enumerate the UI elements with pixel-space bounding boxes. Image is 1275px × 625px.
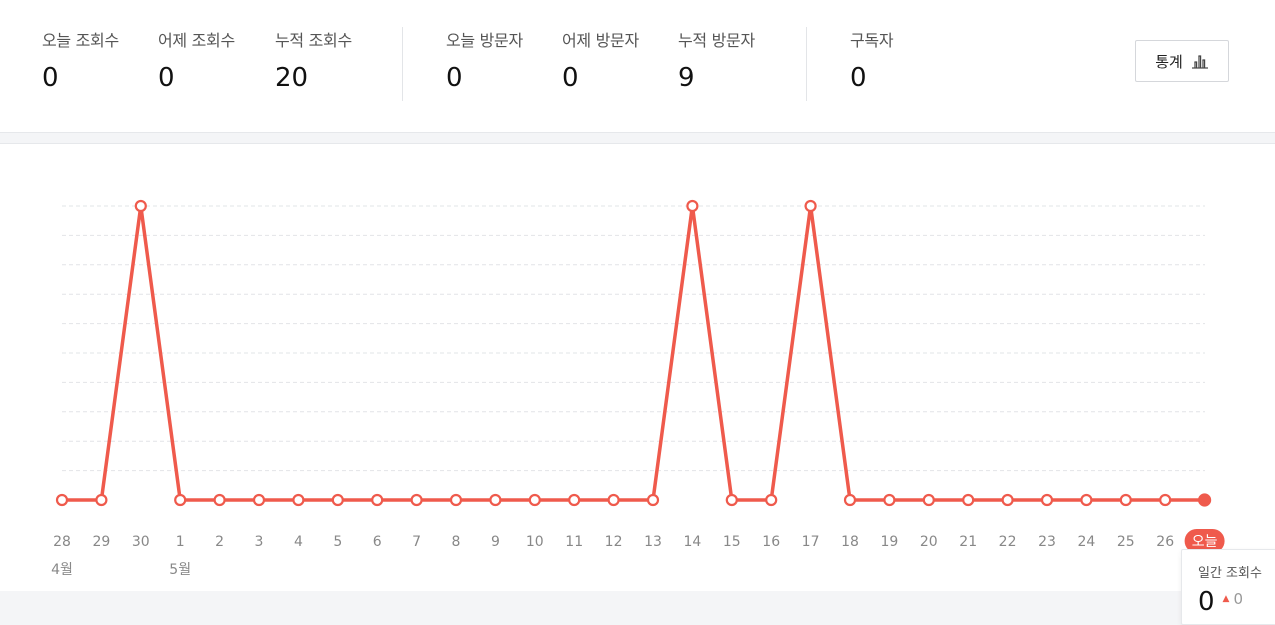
x-tick-label: 29 <box>92 534 110 550</box>
data-point-today <box>1197 493 1212 507</box>
x-tick-label: 9 <box>491 534 500 550</box>
x-tick-label: 3 <box>255 534 264 550</box>
stat-label: 구독자 <box>850 31 894 50</box>
data-point <box>765 493 778 507</box>
triangle-up-icon: ▲ <box>1222 594 1230 604</box>
daily-views-chart: 28 29 30 1 2 3 4 5 6 7 8 9 10 11 12 13 14 15 16 17 18 19 20 21 2… <box>51 199 1225 578</box>
x-tick-label: 2 <box>215 534 224 550</box>
data-point <box>962 493 975 507</box>
data-point <box>55 493 69 507</box>
stat-label: 오늘 방문자 <box>446 31 523 50</box>
x-tick-label: 16 <box>762 534 780 550</box>
stat-label: 누적 조회수 <box>275 31 352 50</box>
x-tick-label: 28 <box>53 534 71 550</box>
x-tick-label: 1 <box>176 534 185 550</box>
stat-today-views: 오늘 조회수 0 <box>42 27 119 91</box>
x-tick-label: 8 <box>452 534 461 550</box>
stat-yesterday-visitors: 어제 방문자 0 <box>562 27 639 91</box>
data-point <box>804 199 817 213</box>
x-tick-label: 12 <box>605 534 623 550</box>
data-point <box>607 493 620 507</box>
stats-button-label: 통계 <box>1155 52 1183 71</box>
x-tick-label: 18 <box>841 534 859 550</box>
x-tick-label: 24 <box>1077 534 1095 550</box>
series-line <box>62 204 1205 502</box>
data-point <box>331 493 344 507</box>
stats-panel: 오늘 조회수 0 어제 조회수 0 누적 조회수 20 오늘 방문자 0 어제 … <box>0 0 1275 133</box>
x-tick-label: 5 <box>333 534 342 550</box>
data-point <box>489 493 502 507</box>
stat-value: 0 <box>158 63 175 93</box>
x-tick-label: 10 <box>526 534 544 550</box>
x-tick-label: 7 <box>412 534 421 550</box>
stat-value: 9 <box>678 63 695 93</box>
tooltip-label: 일간 조회수 <box>1198 566 1262 581</box>
chart-panel: 28 29 30 1 2 3 4 5 6 7 8 9 10 11 12 13 14 15 16 17 18 19 20 21 2… <box>0 143 1275 625</box>
data-point <box>134 199 147 213</box>
stat-value: 0 <box>562 63 579 93</box>
stat-total-visitors: 누적 방문자 9 <box>678 27 755 91</box>
data-point <box>1040 493 1054 507</box>
x-tick-label: 19 <box>880 534 898 550</box>
data-point <box>1001 493 1014 507</box>
data-point <box>686 199 699 213</box>
tooltip-value: 0 <box>1198 587 1215 617</box>
x-tick-label: 22 <box>999 534 1017 550</box>
x-tick-label: 17 <box>802 534 820 550</box>
x-tick-label: 13 <box>644 534 662 550</box>
tooltip-delta-value: 0 <box>1233 590 1244 608</box>
data-point <box>95 493 108 507</box>
x-tick-label: 26 <box>1156 534 1174 550</box>
data-point <box>174 493 187 507</box>
x-tick-label: 21 <box>959 534 977 550</box>
stat-label: 오늘 조회수 <box>42 31 119 50</box>
data-point <box>646 493 660 507</box>
data-point <box>213 493 226 507</box>
data-point <box>883 493 896 507</box>
stat-value: 0 <box>446 63 463 93</box>
stat-subscribers: 구독자 0 <box>850 27 894 93</box>
stat-today-visitors: 오늘 방문자 0 <box>446 27 523 91</box>
stats-divider <box>402 27 403 101</box>
data-point <box>252 493 266 507</box>
stat-label: 어제 조회수 <box>158 31 235 50</box>
stat-value: 0 <box>850 63 867 93</box>
x-tick-label-today: 오늘 <box>1192 534 1218 550</box>
data-point <box>410 493 423 507</box>
data-point <box>922 493 935 507</box>
stat-value: 20 <box>275 63 309 93</box>
data-point <box>725 493 738 507</box>
stat-label: 누적 방문자 <box>678 31 755 50</box>
data-point <box>1080 493 1093 507</box>
x-tick-label: 11 <box>565 534 583 550</box>
bar-chart-icon <box>1191 55 1208 69</box>
today-badge <box>1184 529 1225 553</box>
month-label: 4월 <box>51 562 73 578</box>
data-point <box>292 493 305 507</box>
month-label: 5월 <box>169 562 191 578</box>
x-tick-label: 20 <box>920 534 938 550</box>
stat-yesterday-views: 어제 조회수 0 <box>158 27 235 91</box>
stats-button[interactable]: 통계 <box>1135 40 1229 82</box>
x-tick-label: 15 <box>723 534 741 550</box>
data-point <box>568 493 581 507</box>
stat-label: 어제 방문자 <box>562 31 639 50</box>
data-point <box>371 493 384 507</box>
data-point <box>449 493 463 507</box>
x-tick-label: 23 <box>1038 534 1056 550</box>
x-tick-label: 14 <box>683 534 701 550</box>
data-point <box>843 493 857 507</box>
chart-tooltip: 일간 조회수 0 ▲ 0 <box>1181 549 1275 625</box>
data-point <box>1159 493 1172 507</box>
stat-value: 0 <box>42 63 59 93</box>
stats-divider <box>806 27 807 101</box>
data-point <box>528 493 541 507</box>
x-tick-label: 30 <box>132 534 150 550</box>
data-point <box>1119 493 1132 507</box>
x-tick-label: 4 <box>294 534 303 550</box>
stat-total-views: 누적 조회수 20 <box>275 27 352 91</box>
x-tick-label: 25 <box>1117 534 1135 550</box>
x-tick-label: 6 <box>373 534 382 550</box>
tooltip-delta: ▲ 0 <box>1223 590 1243 608</box>
